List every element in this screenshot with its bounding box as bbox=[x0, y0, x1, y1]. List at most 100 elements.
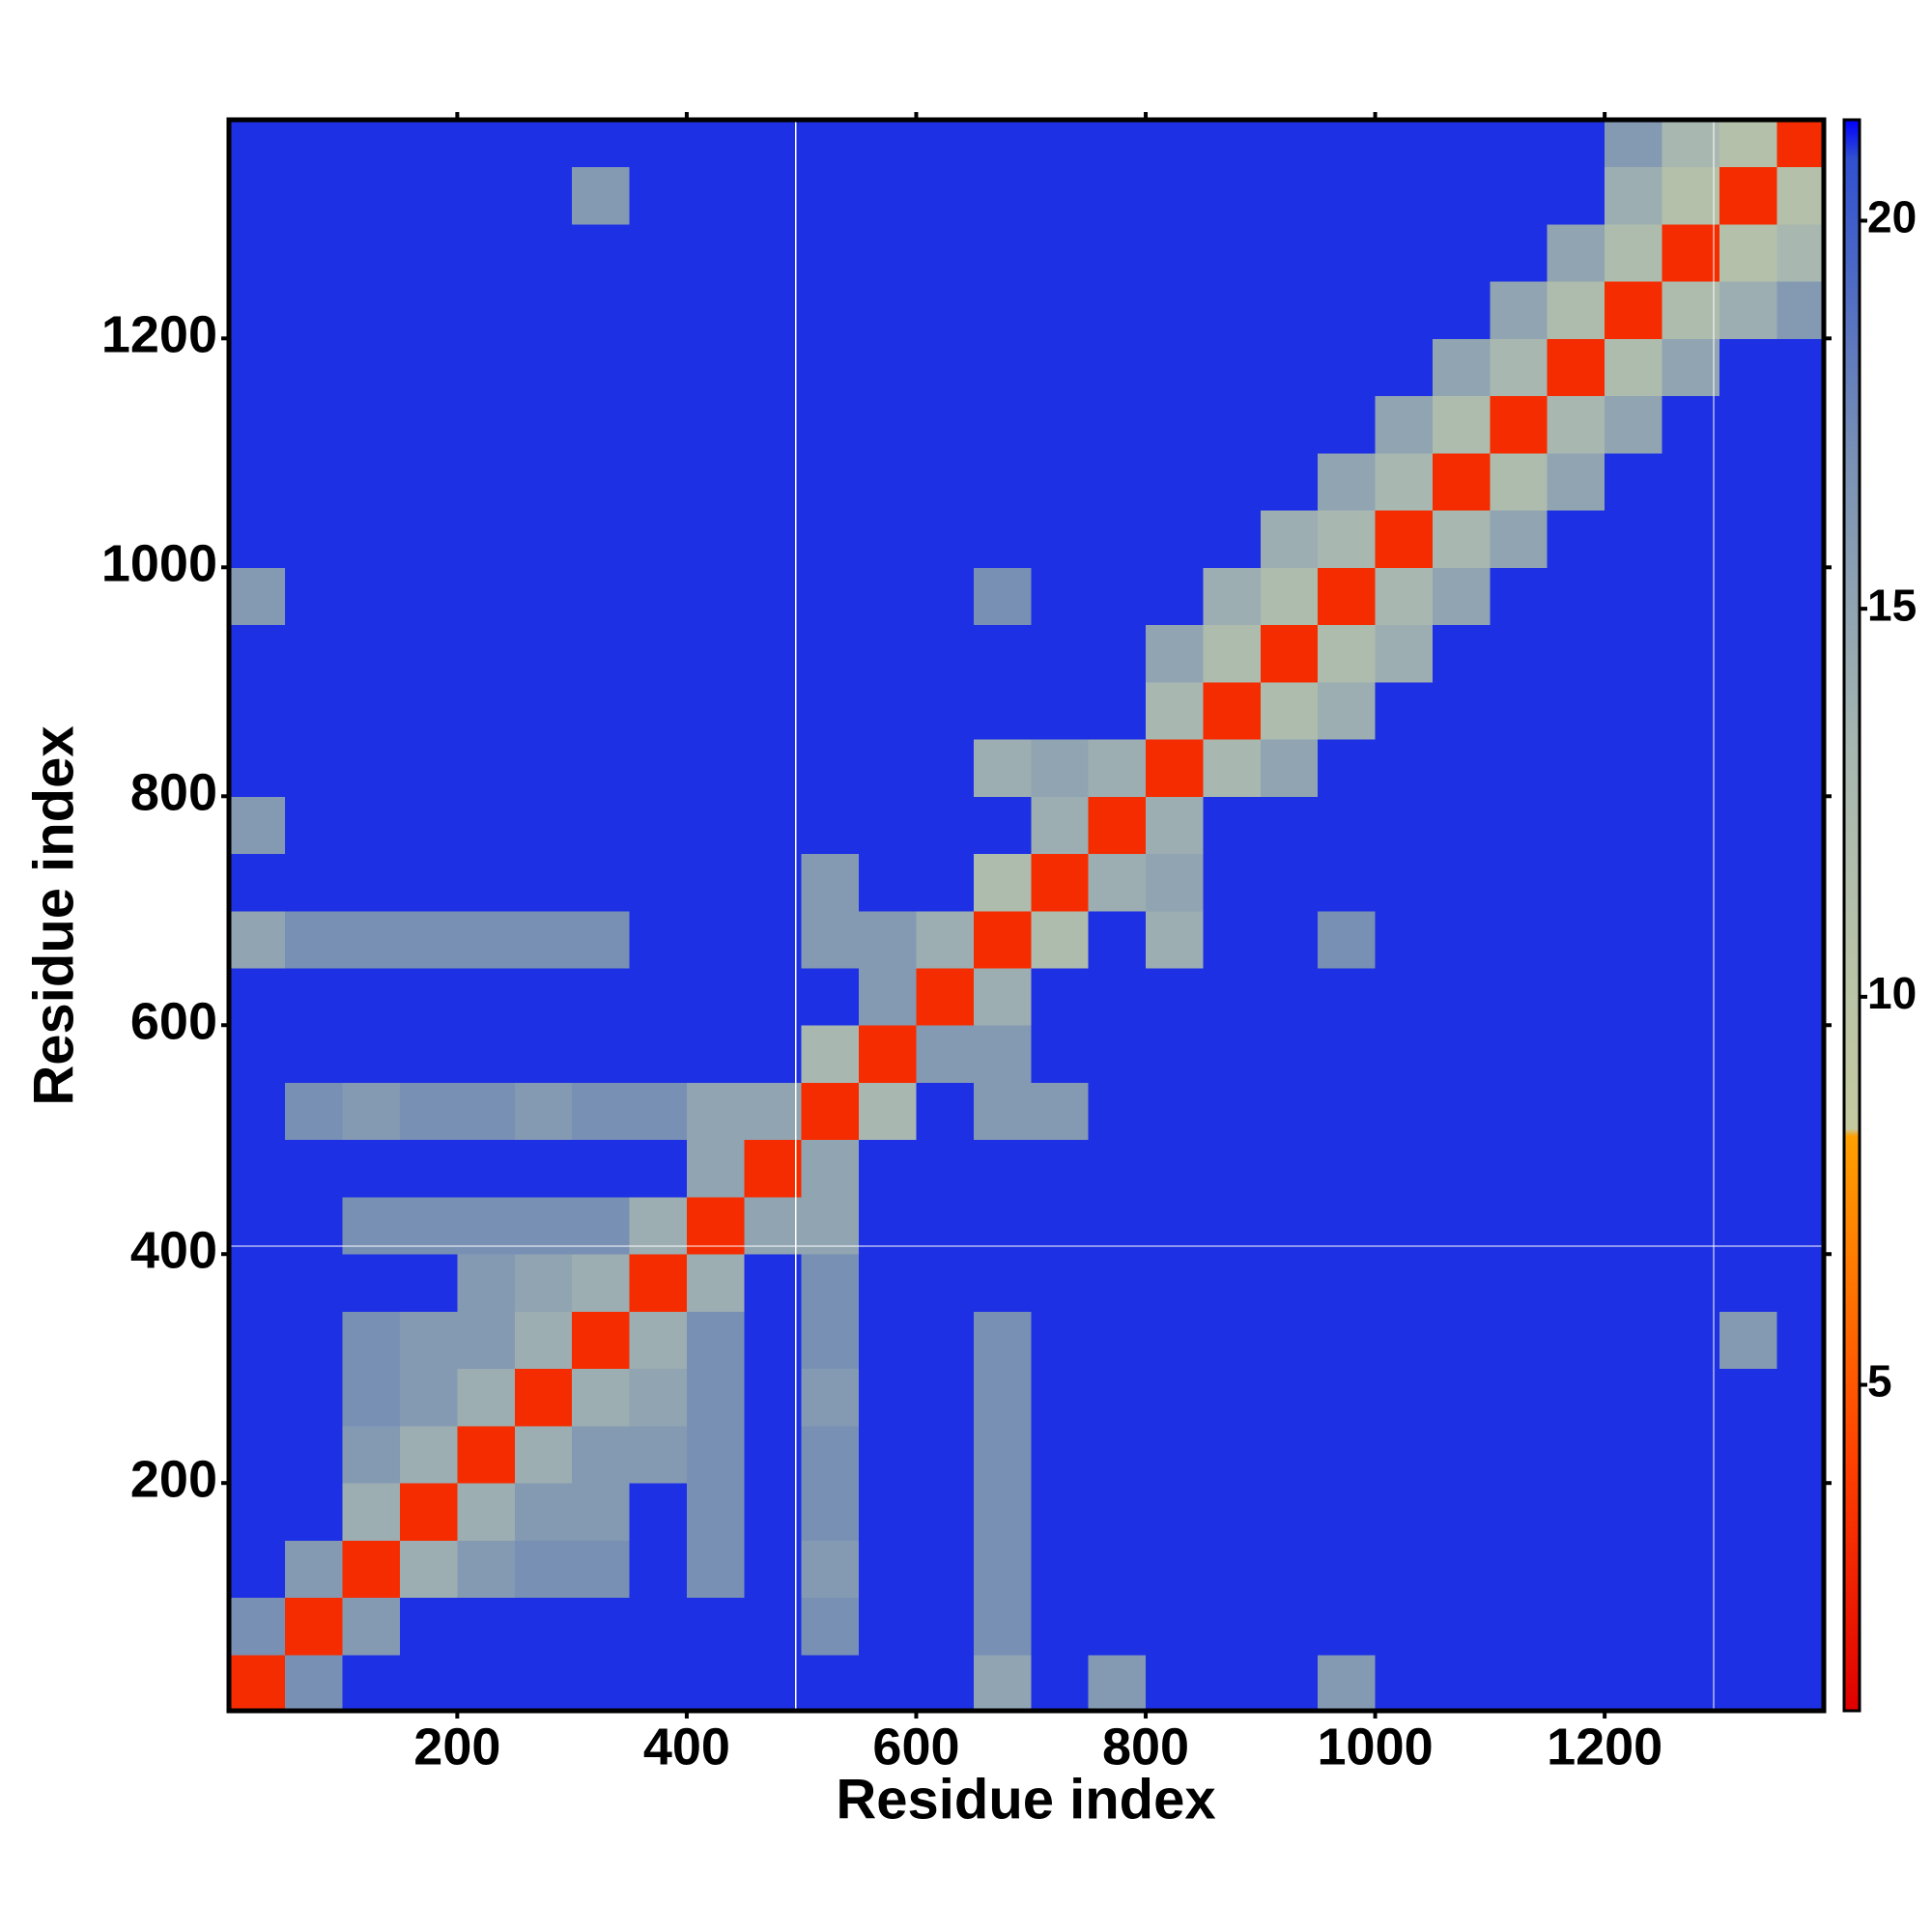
heatmap-cell bbox=[686, 796, 745, 855]
heatmap-cell bbox=[973, 452, 1032, 511]
heatmap-cell bbox=[1203, 1254, 1262, 1312]
heatmap-cell bbox=[229, 338, 286, 397]
heatmap-cell bbox=[1088, 338, 1147, 397]
heatmap-cell bbox=[1031, 1540, 1090, 1599]
heatmap-cell bbox=[1719, 624, 1777, 683]
heatmap-cell bbox=[1605, 1254, 1663, 1312]
heatmap-cell bbox=[572, 796, 631, 855]
heatmap-cell bbox=[1432, 120, 1491, 168]
heatmap-cell bbox=[1719, 1483, 1777, 1541]
heatmap-cell bbox=[1203, 1311, 1262, 1370]
heatmap-cell bbox=[1432, 1368, 1491, 1427]
heatmap-cell bbox=[1432, 796, 1491, 855]
heatmap-cell bbox=[629, 1082, 688, 1141]
heatmap-cell bbox=[1605, 624, 1663, 683]
heatmap-cell bbox=[916, 853, 975, 912]
heatmap-cell bbox=[973, 853, 1032, 912]
heatmap-cell bbox=[342, 1483, 401, 1541]
heatmap-cell bbox=[342, 510, 401, 568]
heatmap-cell bbox=[1260, 338, 1319, 397]
heatmap-cell bbox=[514, 853, 573, 912]
heatmap-cell bbox=[1490, 395, 1548, 454]
heatmap-cell bbox=[1490, 567, 1548, 626]
heatmap-cell bbox=[514, 1196, 573, 1255]
heatmap-cell bbox=[1375, 796, 1434, 855]
heatmap-cell bbox=[916, 739, 975, 797]
heatmap-cell bbox=[1490, 338, 1548, 397]
y-tick-label: 1200 bbox=[101, 306, 217, 364]
heatmap-cell bbox=[457, 1425, 516, 1484]
heatmap-cell bbox=[1776, 281, 1824, 339]
heatmap-cell bbox=[399, 395, 458, 454]
heatmap-cell bbox=[1432, 1483, 1491, 1541]
heatmap-cell bbox=[1605, 338, 1663, 397]
heatmap-cell bbox=[457, 1540, 516, 1599]
heatmap-cell bbox=[342, 1139, 401, 1198]
heatmap-cell bbox=[1490, 1254, 1548, 1312]
heatmap-cell bbox=[859, 338, 917, 397]
heatmap-cell bbox=[916, 510, 975, 568]
heatmap-cell bbox=[285, 853, 344, 912]
heatmap-cell bbox=[1719, 338, 1777, 397]
heatmap-cell bbox=[1605, 1082, 1663, 1141]
heatmap-cell bbox=[457, 968, 516, 1026]
heatmap-cell bbox=[1260, 1425, 1319, 1484]
heatmap-cell bbox=[1318, 567, 1377, 626]
heatmap-cell bbox=[1260, 968, 1319, 1026]
heatmap-cell bbox=[629, 1483, 688, 1541]
heatmap-cell bbox=[399, 1025, 458, 1083]
heatmap-cell bbox=[629, 1654, 688, 1711]
heatmap-cell bbox=[457, 567, 516, 626]
heatmap-cell bbox=[686, 510, 745, 568]
heatmap-cell bbox=[1605, 739, 1663, 797]
heatmap-cell bbox=[801, 624, 860, 683]
heatmap-cell bbox=[457, 1025, 516, 1083]
heatmap-cell bbox=[1088, 1654, 1147, 1711]
heatmap-cell bbox=[342, 853, 401, 912]
heatmap-cell bbox=[801, 166, 860, 225]
heatmap-cell bbox=[572, 1540, 631, 1599]
heatmap-cell bbox=[629, 1368, 688, 1427]
heatmap-cell bbox=[629, 1540, 688, 1599]
heatmap-cell bbox=[285, 338, 344, 397]
heatmap-cell bbox=[801, 510, 860, 568]
heatmap-cell bbox=[744, 853, 803, 912]
heatmap-cell bbox=[1318, 395, 1377, 454]
heatmap-cell bbox=[514, 796, 573, 855]
heatmap-cell bbox=[1662, 166, 1720, 225]
heatmap-cell bbox=[1203, 1654, 1262, 1711]
heatmap-cell bbox=[1490, 1483, 1548, 1541]
heatmap-cell bbox=[859, 567, 917, 626]
heatmap-cell bbox=[229, 395, 286, 454]
heatmap-cell bbox=[1260, 1139, 1319, 1198]
heatmap-cell bbox=[1260, 120, 1319, 168]
heatmap-cell bbox=[1432, 395, 1491, 454]
heatmap-cell bbox=[399, 796, 458, 855]
heatmap-cell bbox=[1318, 910, 1377, 969]
heatmap-cell bbox=[1719, 681, 1777, 740]
heatmap-cell bbox=[1547, 1425, 1605, 1484]
heatmap-cell bbox=[1605, 1425, 1663, 1484]
heatmap-cell bbox=[1260, 1311, 1319, 1370]
heatmap-cell bbox=[1146, 281, 1204, 339]
heatmap-cell bbox=[572, 120, 631, 168]
heatmap-cell bbox=[1088, 681, 1147, 740]
heatmap-cell bbox=[457, 452, 516, 511]
heatmap-cell bbox=[1547, 452, 1605, 511]
heatmap-cell bbox=[973, 1254, 1032, 1312]
heatmap-cell bbox=[1088, 223, 1147, 282]
heatmap-cell bbox=[1547, 166, 1605, 225]
heatmap-cell bbox=[1088, 1025, 1147, 1083]
heatmap-cell bbox=[1203, 1025, 1262, 1083]
heatmap-cell bbox=[229, 567, 286, 626]
heatmap-cell bbox=[1031, 853, 1090, 912]
heatmap-cell bbox=[572, 1483, 631, 1541]
heatmap-cell bbox=[801, 1254, 860, 1312]
y-tick-label: 1000 bbox=[101, 535, 217, 593]
heatmap-cell bbox=[1432, 1540, 1491, 1599]
heatmap-cell bbox=[1318, 510, 1377, 568]
heatmap-cell bbox=[859, 1483, 917, 1541]
heatmap-cell bbox=[399, 1196, 458, 1255]
heatmap-cell bbox=[1318, 452, 1377, 511]
heatmap-cell bbox=[1432, 510, 1491, 568]
